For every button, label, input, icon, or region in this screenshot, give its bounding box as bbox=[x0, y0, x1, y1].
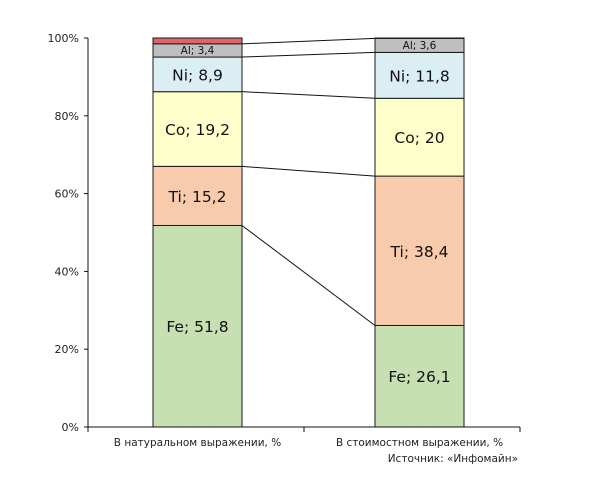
axes: 0% 20% 40% 60% 80% 100% В натуральном выражени… bbox=[48, 32, 521, 449]
y-tick-label: 100% bbox=[48, 32, 79, 45]
y-tick-label: 20% bbox=[55, 343, 79, 356]
bar-segment-ti-2 bbox=[374, 175, 465, 326]
x-category-label: В стоимостном выражении, % bbox=[336, 437, 503, 449]
y-tick-label: 80% bbox=[55, 110, 79, 123]
data-label-fe-2: Fe; 26,1 bbox=[388, 368, 450, 386]
stacked-bars bbox=[152, 37, 465, 428]
y-tick-label: 60% bbox=[55, 188, 79, 201]
bar-segment-co-2 bbox=[374, 97, 465, 177]
connector-line bbox=[241, 165, 376, 177]
bar-segment-fe-1 bbox=[152, 224, 243, 428]
connector-line bbox=[241, 91, 376, 99]
data-label-al-1: Al; 3,4 bbox=[181, 45, 215, 57]
data-label-ni-2: Ni; 11,8 bbox=[389, 67, 450, 85]
data-label-ni-1: Ni; 8,9 bbox=[172, 66, 223, 84]
source-note: Источник: «Инфомайн» bbox=[388, 453, 518, 465]
bar-segment-co-1 bbox=[152, 91, 243, 167]
data-label-co-1: Co; 19,2 bbox=[165, 121, 230, 139]
bar-segment-ni-2 bbox=[374, 51, 465, 99]
bar-segment-other-1 bbox=[152, 37, 243, 45]
data-label-ti-1: Ti; 15,2 bbox=[168, 188, 227, 206]
connector-lines bbox=[241, 37, 376, 326]
x-category-label: В натуральном выражении, % bbox=[114, 437, 281, 449]
data-label-ti-2: Ti; 38,4 bbox=[390, 243, 449, 261]
y-tick-label: 0% bbox=[62, 421, 79, 434]
data-label-co-2: Co; 20 bbox=[394, 129, 444, 147]
bar-segment-fe-2 bbox=[374, 324, 465, 428]
data-label-fe-1: Fe; 51,8 bbox=[166, 318, 228, 336]
connector-line bbox=[241, 51, 376, 58]
connector-line bbox=[241, 225, 376, 326]
segment-labels: Fe; 51,8 Fe; 26,1 Ti; 15,2 Ti; 38,4 Co; 19,2… bbox=[165, 40, 451, 386]
y-tick-label: 40% bbox=[55, 265, 79, 278]
data-label-al-2: Al; 3,6 bbox=[403, 40, 437, 52]
bar-segment-ni-1 bbox=[152, 56, 243, 93]
connector-line bbox=[241, 37, 376, 45]
